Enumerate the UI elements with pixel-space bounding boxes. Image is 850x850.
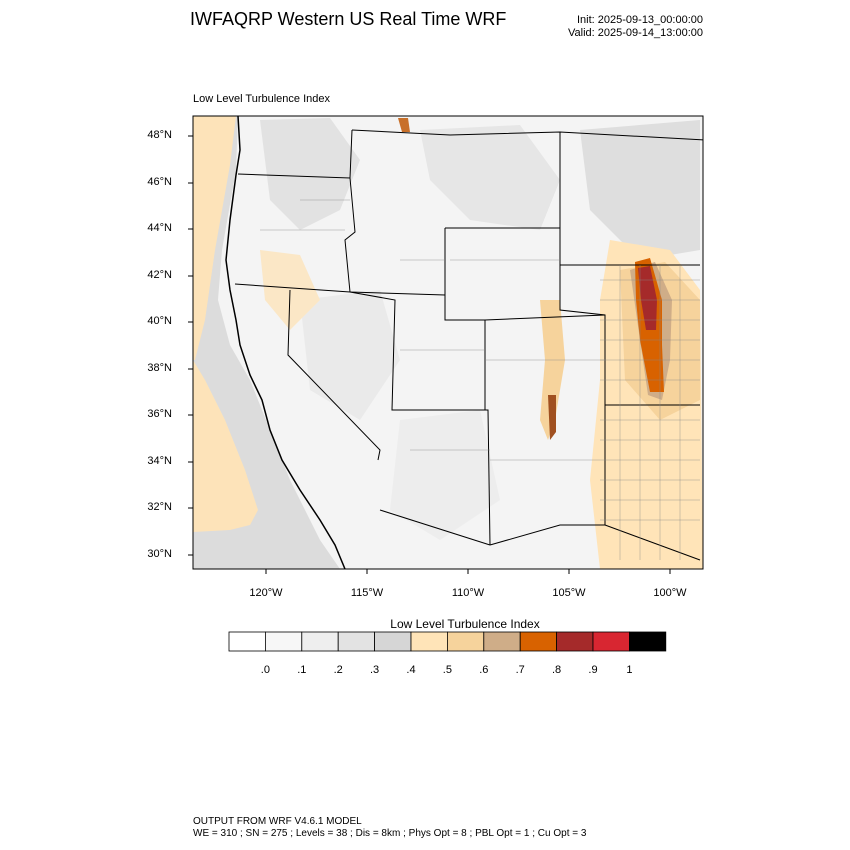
- colorbar-swatch: [556, 631, 594, 652]
- offshore-turbulence-south: [193, 360, 258, 532]
- lat-label: 44°N: [147, 222, 172, 234]
- colorbar-swatch: [374, 631, 412, 652]
- colorbar-swatch: [592, 631, 630, 652]
- colorbar-label: .0: [260, 664, 270, 676]
- colorbar-label: .4: [406, 664, 416, 676]
- colorbar-swatch: [483, 631, 521, 652]
- colorbar-swatch: [228, 631, 266, 652]
- colorbar-swatch: [301, 631, 339, 652]
- valid-time: Valid: 2025-09-14_13:00:00: [568, 27, 703, 39]
- map-title: IWFAQRP Western US Real Time WRF: [190, 9, 507, 29]
- colorbar-label: .5: [442, 664, 452, 676]
- turbulence-band-red: [638, 266, 657, 330]
- colorbar-swatch: [446, 631, 485, 652]
- terrain-dakotas: [580, 120, 700, 260]
- front-range-peak: [548, 395, 556, 440]
- colorbar: [228, 631, 667, 652]
- colorbar-label: .3: [370, 664, 380, 676]
- lon-label: 110°W: [451, 587, 485, 599]
- colorbar-swatch: [519, 631, 558, 652]
- terrain-montana: [420, 125, 560, 230]
- axis-ticks: [188, 135, 671, 574]
- colorbar-label: 1: [626, 664, 633, 676]
- coastline: [225, 116, 346, 569]
- footer-config: WE = 310 ; SN = 275 ; Levels = 38 ; Dis …: [193, 828, 587, 839]
- colorbar-label: .6: [479, 664, 489, 676]
- map-field: [193, 116, 703, 569]
- state-borders: [234, 129, 703, 561]
- lon-label: 105°W: [552, 587, 586, 599]
- front-range-turbulence: [540, 300, 565, 440]
- plot-title: Low Level Turbulence Index: [193, 93, 330, 105]
- colorbar-swatch: [264, 631, 303, 652]
- colorbar-title: Low Level Turbulence Index: [390, 617, 540, 631]
- lat-label: 48°N: [147, 129, 172, 141]
- colorbar-swatch: [337, 631, 376, 652]
- colorbar-label: .2: [333, 664, 343, 676]
- colorbar-label: .1: [297, 664, 307, 676]
- lat-label: 32°N: [147, 501, 172, 513]
- lon-label: 120°W: [249, 587, 283, 599]
- lat-label: 42°N: [147, 269, 172, 281]
- lat-label: 38°N: [147, 362, 172, 374]
- colorbar-swatch: [410, 631, 448, 652]
- county-borders: [260, 199, 700, 560]
- lat-label: 36°N: [147, 408, 172, 420]
- lat-label: 34°N: [147, 455, 172, 467]
- terrain-great-basin: [300, 290, 400, 420]
- terrain-southwest: [390, 410, 500, 540]
- colorbar-label: .7: [515, 664, 525, 676]
- colorbar-label: .8: [552, 664, 562, 676]
- glacier-peak: [398, 118, 410, 132]
- map-frame: [192, 115, 704, 570]
- lat-label: 40°N: [147, 315, 172, 327]
- lat-label: 46°N: [147, 176, 172, 188]
- colorbar-label: .9: [588, 664, 598, 676]
- lon-label: 115°W: [350, 587, 384, 599]
- lat-label: 30°N: [147, 548, 172, 560]
- terrain-north: [260, 118, 360, 230]
- offshore-turbulence: [193, 116, 236, 360]
- lon-label: 100°W: [653, 587, 687, 599]
- init-time: Init: 2025-09-13_00:00:00: [577, 14, 703, 26]
- footer-model: OUTPUT FROM WRF V4.6.1 MODEL: [193, 816, 362, 827]
- colorbar-swatch: [629, 631, 667, 652]
